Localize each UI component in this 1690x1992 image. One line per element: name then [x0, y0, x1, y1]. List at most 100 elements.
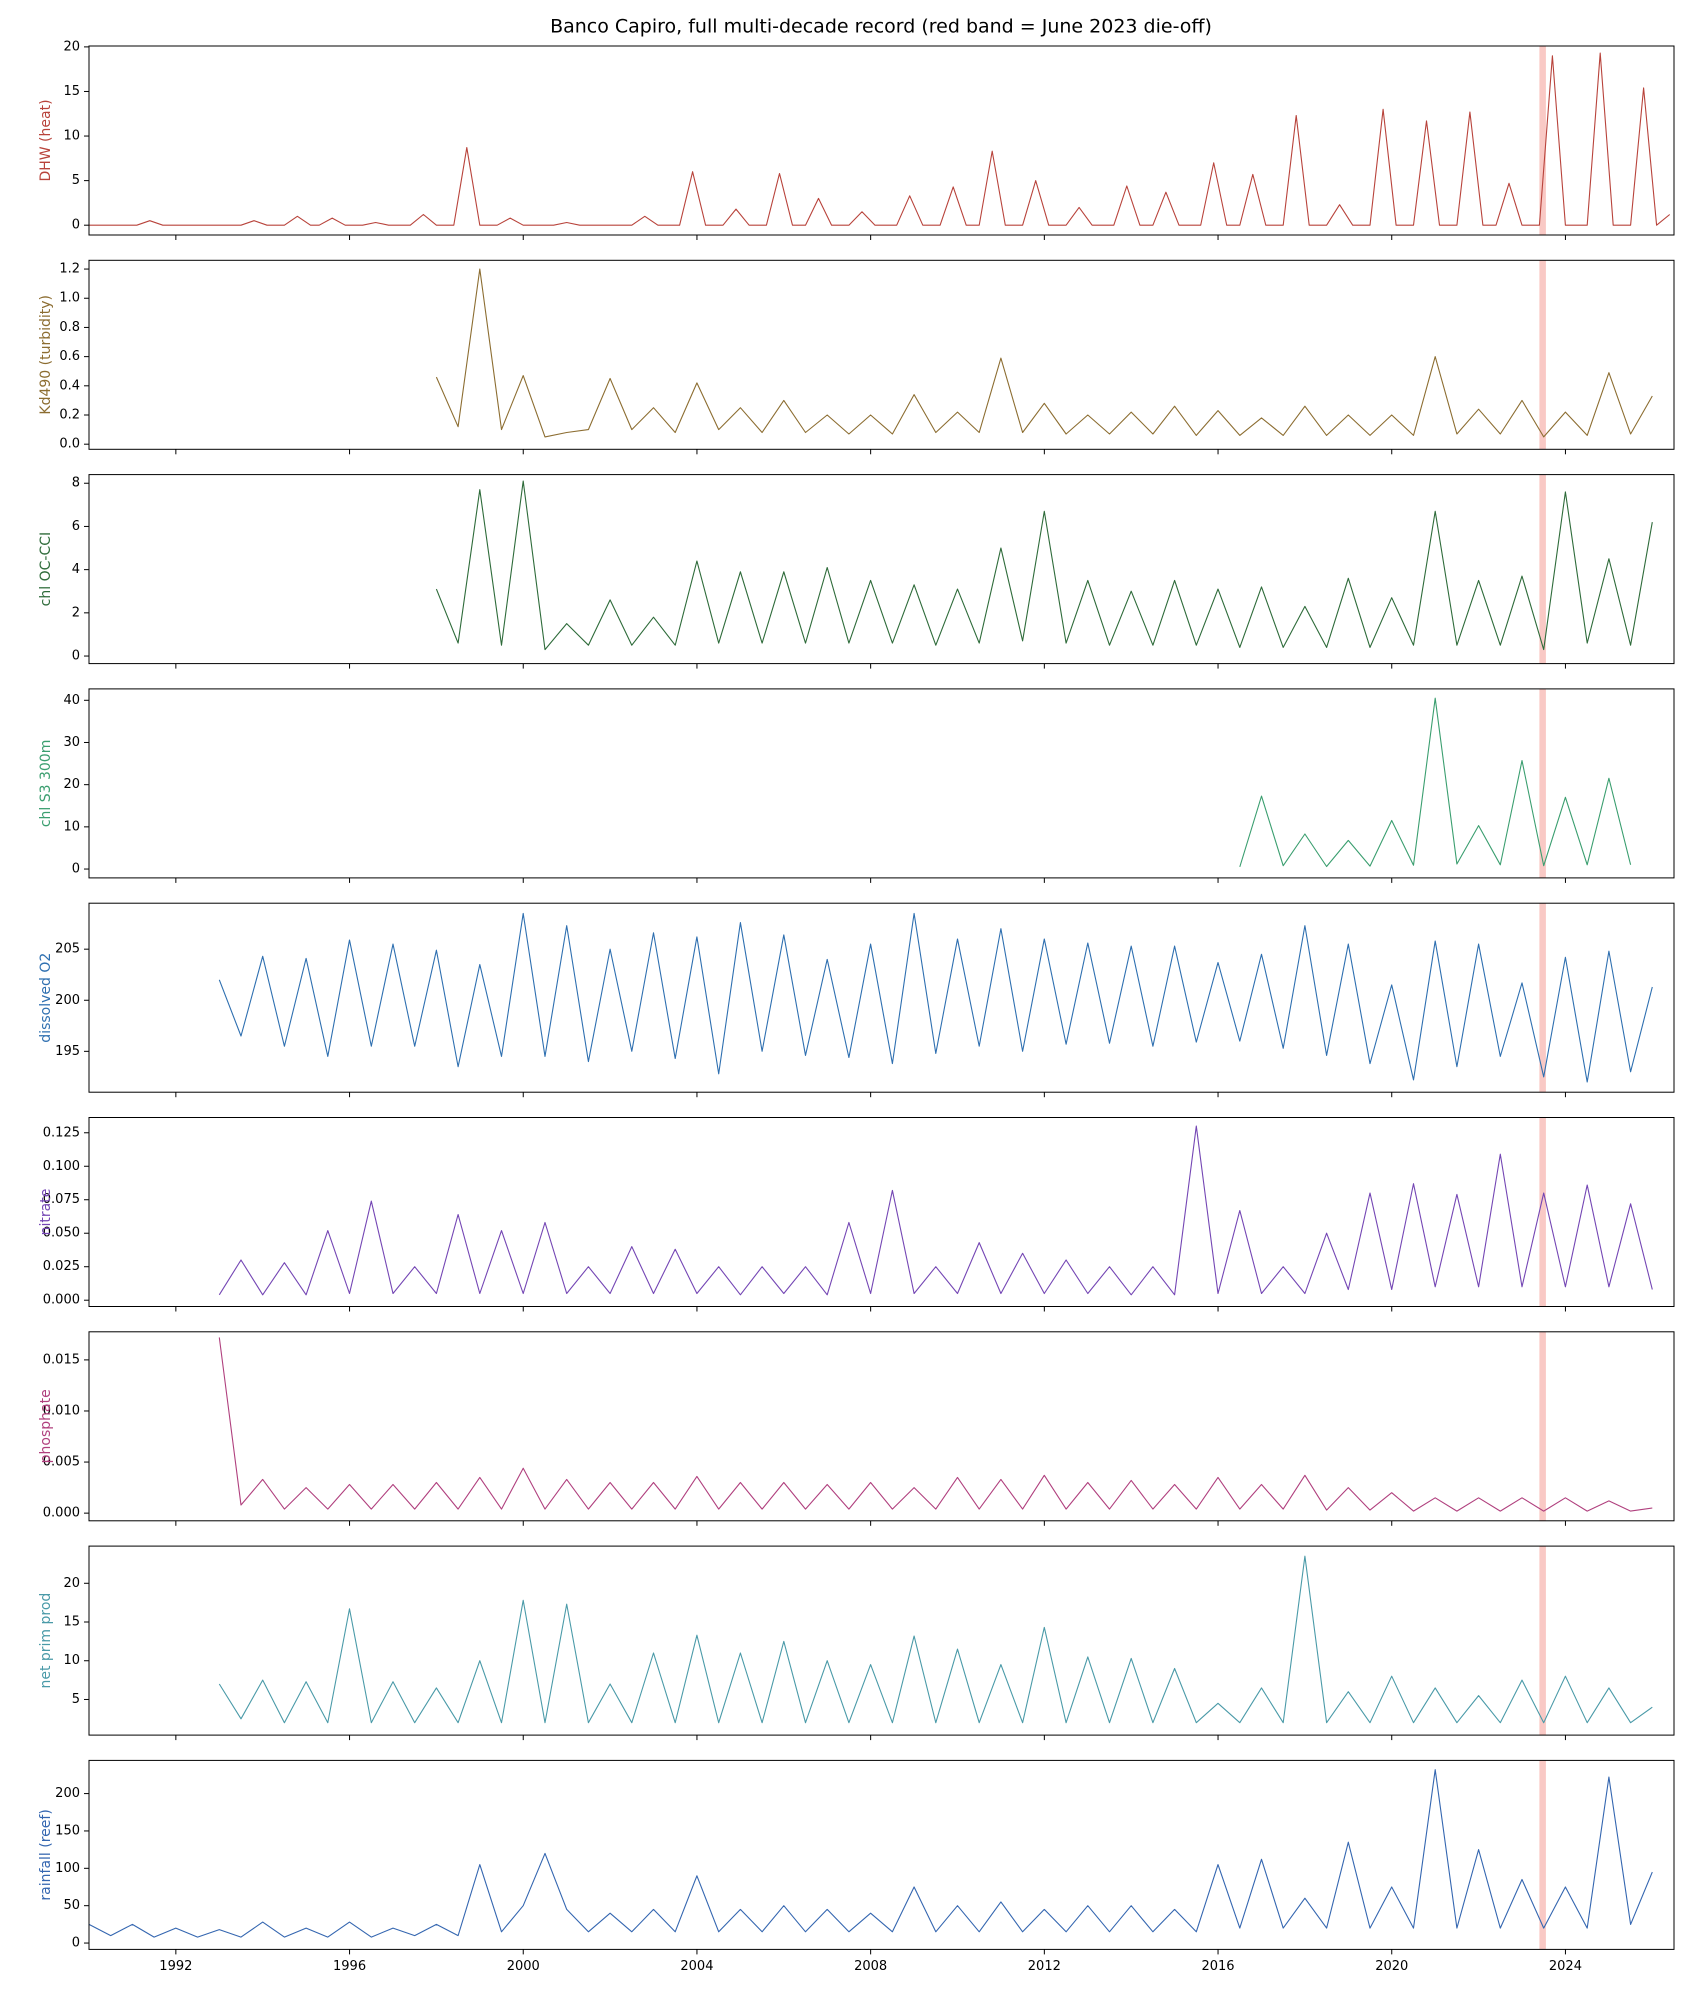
data-line	[435, 480, 1653, 651]
y-tick-label: 0.2	[59, 408, 80, 423]
y-tick-label: 0.8	[59, 320, 80, 335]
highlight-band	[1539, 1760, 1546, 1950]
y-tick-label: 15	[63, 1615, 80, 1630]
y-tick-label: 5	[72, 173, 80, 188]
data-line	[435, 268, 1653, 438]
y-axis-label: net prim prod	[38, 1593, 54, 1689]
axes-frame	[88, 474, 1675, 665]
y-tick-label: 20	[63, 777, 80, 792]
plot-area	[218, 1555, 1653, 1724]
y-tick-label: 0.050	[43, 1226, 80, 1241]
chart-title: Banco Capiro, full multi-decade record (…	[550, 16, 1212, 38]
y-axis-label: dissolved O2	[38, 953, 54, 1043]
plot-area	[435, 480, 1653, 651]
highlight-band	[1539, 1331, 1546, 1521]
y-tick-label: 0.005	[43, 1455, 80, 1470]
y-tick-label: 0.015	[43, 1352, 80, 1367]
y-axis-label: DHW (heat)	[38, 99, 54, 181]
y-tick-label: 0.075	[43, 1192, 80, 1207]
data-line	[89, 1769, 1653, 1938]
y-tick-label: 0.000	[43, 1506, 80, 1521]
plot-area	[218, 912, 1653, 1083]
y-tick-label: 200	[55, 1786, 80, 1801]
y-tick-label: 0.000	[43, 1293, 80, 1308]
y-tick-label: 30	[63, 735, 80, 750]
y-tick-label: 195	[55, 1044, 80, 1059]
highlight-band	[1539, 474, 1546, 664]
x-tick-label: 2000	[507, 1959, 540, 1974]
plot-area	[89, 1769, 1653, 1938]
highlight-band	[1539, 1546, 1546, 1736]
y-tick-label: 0.100	[43, 1159, 80, 1174]
axes-frame	[88, 1331, 1675, 1522]
y-axis-label: rainfall (reef)	[38, 1809, 54, 1900]
y-axis-label: Kd490 (turbidity)	[38, 295, 54, 415]
y-axis-label: phosphate	[38, 1389, 54, 1463]
y-tick-label: 0.010	[43, 1403, 80, 1418]
y-tick-label: 0.025	[43, 1259, 80, 1274]
data-line	[218, 1125, 1653, 1296]
plot-area	[218, 1337, 1653, 1512]
x-tick-label: 1996	[333, 1959, 366, 1974]
y-tick-label: 20	[63, 1576, 80, 1591]
y-tick-label: 1.0	[59, 291, 80, 306]
axes-frame	[88, 259, 1675, 450]
highlight-band	[1539, 903, 1546, 1093]
x-tick-label: 2008	[854, 1959, 887, 1974]
x-tick-label: 2012	[1028, 1959, 1061, 1974]
x-tick-label: 2016	[1201, 1959, 1234, 1974]
x-tick-label: 2020	[1375, 1959, 1408, 1974]
y-tick-label: 6	[72, 519, 80, 534]
x-tick-label: 2024	[1549, 1959, 1582, 1974]
highlight-band	[1539, 260, 1546, 450]
y-tick-label: 100	[55, 1861, 80, 1876]
y-tick-label: 200	[55, 993, 80, 1008]
y-tick-label: 0	[72, 862, 80, 877]
y-tick-label: 2	[72, 605, 80, 620]
y-tick-label: 1.2	[59, 262, 80, 277]
y-tick-label: 4	[72, 562, 80, 577]
axes-frame	[88, 45, 1675, 236]
y-tick-label: 0.125	[43, 1125, 80, 1140]
y-tick-label: 8	[72, 476, 80, 491]
data-line	[89, 52, 1671, 226]
data-line	[218, 1555, 1653, 1724]
plot-area	[435, 268, 1653, 438]
y-tick-label: 10	[63, 819, 80, 834]
axes-frame	[88, 1117, 1675, 1307]
axes-frame	[88, 1545, 1675, 1736]
y-tick-label: 20	[63, 39, 80, 54]
y-tick-label: 0.4	[59, 378, 80, 393]
highlight-band	[1539, 688, 1546, 878]
y-tick-label: 0.0	[59, 437, 80, 452]
y-tick-label: 205	[55, 942, 80, 957]
plot-area	[218, 1125, 1653, 1296]
y-tick-label: 0	[72, 218, 80, 233]
axes-frame	[88, 902, 1675, 1093]
plot-area	[89, 52, 1671, 226]
x-tick-label: 1992	[159, 1959, 192, 1974]
y-tick-label: 15	[63, 84, 80, 99]
plot-area	[1239, 697, 1632, 868]
data-line	[218, 1337, 1653, 1512]
y-tick-label: 10	[63, 1653, 80, 1668]
y-axis-label: chl S3 300m	[38, 740, 54, 828]
y-tick-label: 5	[72, 1692, 80, 1707]
data-line	[1239, 697, 1632, 868]
y-tick-label: 150	[55, 1823, 80, 1838]
data-line	[218, 912, 1653, 1083]
y-axis-label: nitrate	[38, 1189, 54, 1236]
y-tick-label: 0.6	[59, 349, 80, 364]
y-tick-label: 0	[72, 649, 80, 664]
y-axis-label: chl OC-CCI	[38, 532, 54, 606]
y-tick-label: 10	[63, 129, 80, 144]
y-tick-label: 50	[63, 1898, 80, 1913]
axes-frame	[88, 688, 1675, 879]
axes-frame	[88, 1759, 1675, 1950]
y-tick-label: 40	[63, 693, 80, 708]
highlight-band	[1539, 1117, 1546, 1307]
y-tick-label: 0	[72, 1936, 80, 1951]
x-tick-label: 2004	[680, 1959, 713, 1974]
highlight-band	[1539, 46, 1546, 235]
